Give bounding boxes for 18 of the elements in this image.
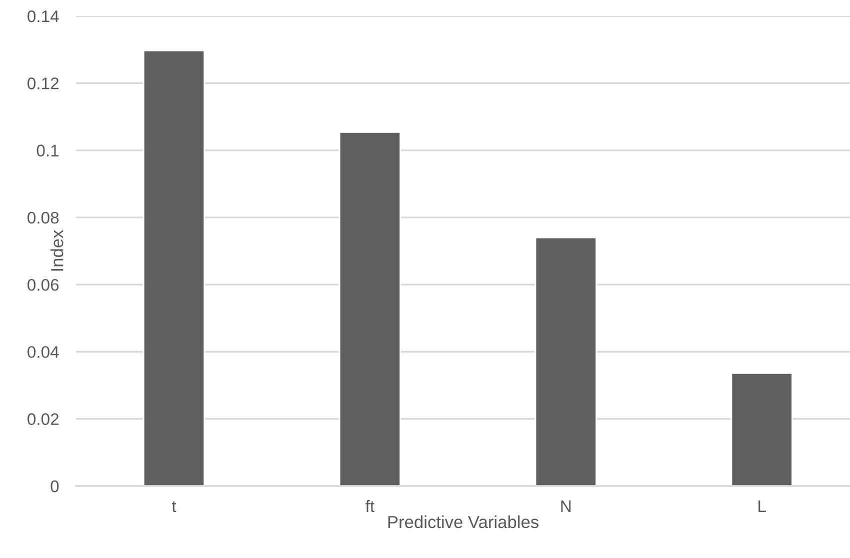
x-tick-label: ft — [366, 500, 374, 512]
y-tick-label: 0.02 — [28, 413, 58, 426]
y-tick-label: 0.06 — [28, 278, 59, 291]
bar — [534, 236, 597, 486]
x-axis-title: Predictive Variables — [388, 515, 538, 528]
bar — [338, 131, 401, 486]
bar — [730, 372, 793, 486]
y-tick-label: 0 — [50, 480, 59, 492]
x-tick-label: L — [758, 500, 766, 512]
x-tick-label: t — [172, 501, 176, 512]
y-tick-label: 0.1 — [36, 144, 59, 156]
y-tick-label: 0.12 — [28, 78, 58, 90]
y-axis-title: Index — [50, 230, 64, 271]
y-tick-label: 0.14 — [28, 10, 59, 22]
bar — [142, 50, 206, 486]
y-tick-label: 0.08 — [28, 212, 59, 224]
x-tick-label: N — [561, 500, 571, 512]
y-tick-label: 0.04 — [28, 346, 59, 358]
